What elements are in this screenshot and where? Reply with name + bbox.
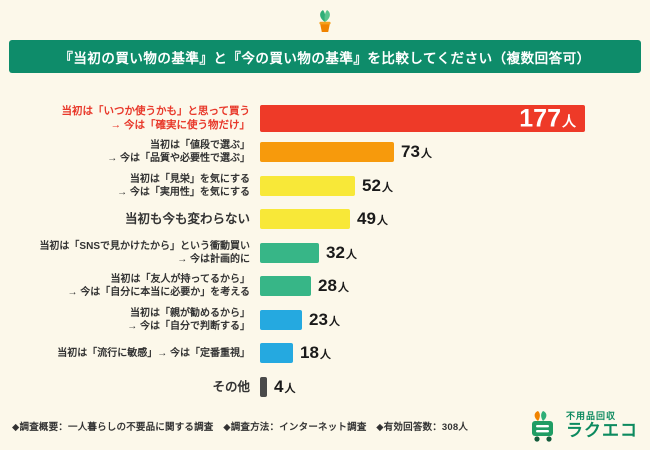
bar-chart: 当初は「いつか使うかも」と思って買う → 今は「確実に使う物だけ」 177人 当初は「… xyxy=(10,102,644,404)
chart-row: 当初は「いつか使うかも」と思って買う → 今は「確実に使う物だけ」 177人 xyxy=(10,102,644,136)
bar-track: 49人 xyxy=(260,209,644,230)
logo-brand-label: ラクエコ xyxy=(566,420,638,440)
bar-track: 177人 xyxy=(260,104,644,133)
chart-row: 当初は「親が勧めるから」 → 今は「自分で判断する」 23人 xyxy=(10,303,644,337)
chart-row: 当初も今も変わらない 49人 xyxy=(10,203,644,237)
category-label: 当初は「友人が持ってるから」 → 今は「自分に本当に必要か」を考える xyxy=(67,274,250,299)
recycle-cart-icon xyxy=(527,409,561,443)
page-title-text: 『当初の買い物の基準』と『今の買い物の基準』を比較してください（複数回答可） xyxy=(59,50,591,66)
logo-text: 不用品回収 ラクエコ xyxy=(566,410,638,441)
value-label: 28人 xyxy=(318,276,349,296)
category-label: 当初は「親が勧めるから」 → 今は「自分で判断する」 xyxy=(127,307,250,332)
value-bar xyxy=(260,309,302,330)
category-label: 当初は「見栄」を気にする → 今は「実用性」を気にする xyxy=(117,173,250,198)
value-label: 52人 xyxy=(362,175,393,195)
logo-service-label: 不用品回収 xyxy=(566,410,617,421)
chart-row: 当初は「SNSで見かけたから」という衝動買い → 今は計画的に 32人 xyxy=(10,236,644,270)
chart-row: 当初は「値段で選ぶ」 → 今は「品質や必要性で選ぶ」 73人 xyxy=(10,136,644,170)
value-bar xyxy=(260,376,267,397)
chart-row: 当初は「見栄」を気にする → 今は「実用性」を気にする 52人 xyxy=(10,169,644,203)
bar-track: 32人 xyxy=(260,242,644,263)
value-label: 73人 xyxy=(401,142,432,162)
bar-track: 4人 xyxy=(260,376,644,397)
value-bar xyxy=(260,209,350,230)
bar-track: 73人 xyxy=(260,142,644,163)
value-bar xyxy=(260,175,355,196)
value-label: 32人 xyxy=(326,242,357,262)
value-bar xyxy=(260,276,311,297)
category-label: 当初は「SNSで見かけたから」という衝動買い → 今は計画的に xyxy=(39,240,250,265)
bar-track: 18人 xyxy=(260,343,644,364)
category-label: 当初は「流行に敏感」→ 今は「定番重視」 xyxy=(57,347,250,359)
chart-row: 当初は「友人が持ってるから」 → 今は「自分に本当に必要か」を考える 28人 xyxy=(10,270,644,304)
value-bar: 177人 xyxy=(260,104,585,133)
value-bar xyxy=(260,242,319,263)
value-label: 49人 xyxy=(357,209,388,229)
chart-row: その他 4人 xyxy=(10,370,644,404)
survey-footer: ◆調査概要：一人暮らしの不要品に関する調査 ◆調査方法：インターネット調査 ◆有… xyxy=(12,422,469,433)
category-label: 当初は「いつか使うかも」と思って買う → 今は「確実に使う物だけ」 xyxy=(61,104,250,131)
value-label: 4人 xyxy=(274,376,296,396)
page-title: 『当初の買い物の基準』と『今の買い物の基準』を比較してください（複数回答可） xyxy=(9,40,641,73)
value-label: 18人 xyxy=(300,343,331,363)
brand-logo: 不用品回収 ラクエコ xyxy=(527,409,638,443)
value-label: 177人 xyxy=(519,104,576,133)
category-label: 当初も今も変わらない xyxy=(124,212,250,226)
bar-track: 23人 xyxy=(260,309,644,330)
value-bar xyxy=(260,142,394,163)
category-label: 当初は「値段で選ぶ」 → 今は「品質や必要性で選ぶ」 xyxy=(107,140,250,165)
value-bar xyxy=(260,343,293,364)
chart-row: 当初は「流行に敏感」→ 今は「定番重視」 18人 xyxy=(10,337,644,371)
bar-track: 28人 xyxy=(260,276,644,297)
seedling-icon xyxy=(312,6,338,34)
bar-track: 52人 xyxy=(260,175,644,196)
value-label: 23人 xyxy=(309,309,340,329)
category-label: その他 xyxy=(212,379,250,394)
